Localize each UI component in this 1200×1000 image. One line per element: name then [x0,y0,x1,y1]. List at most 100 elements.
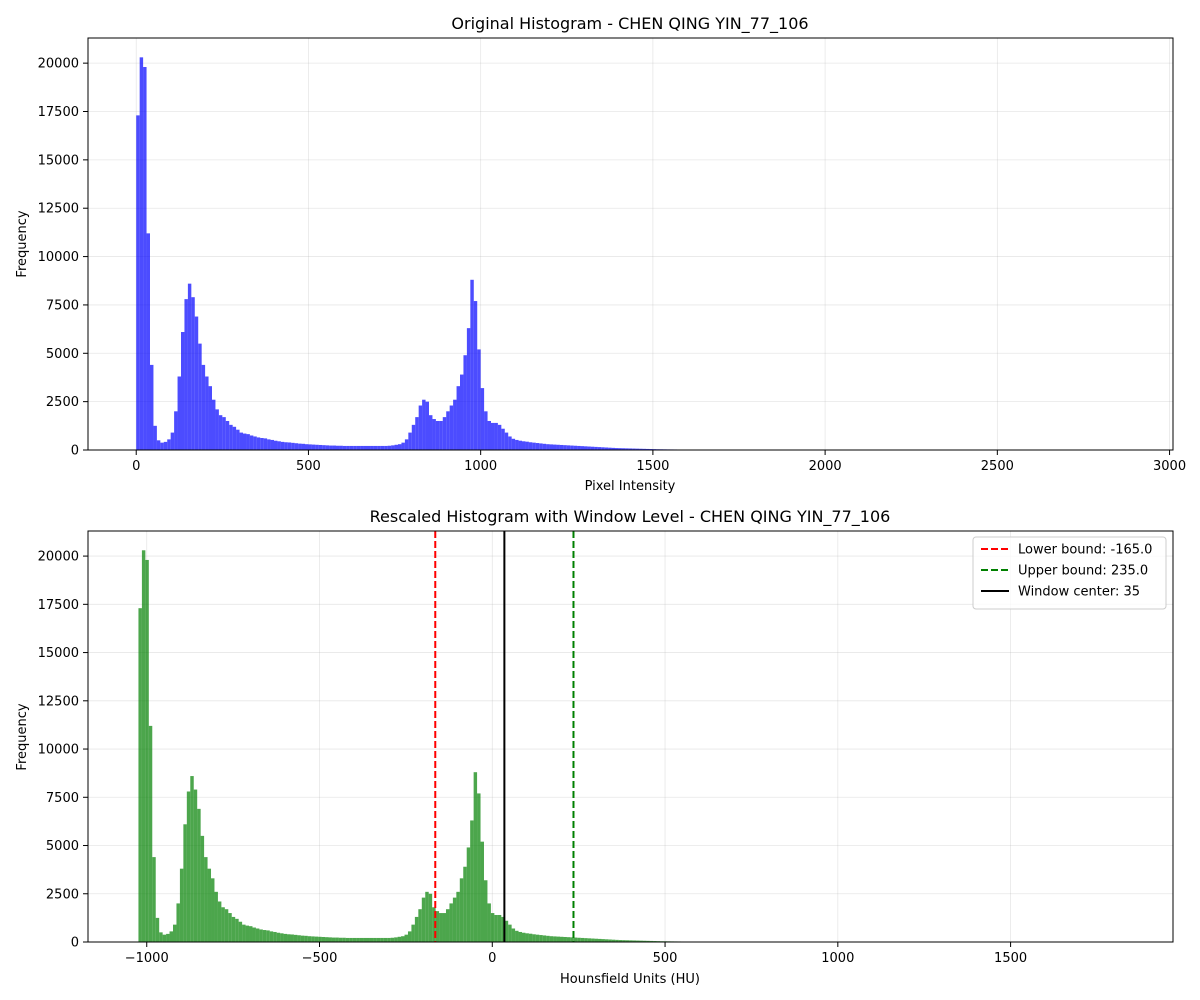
histogram-bar [604,939,609,942]
y-tick-label: 2500 [46,395,79,410]
histogram-bar [460,374,464,450]
histogram-bar [186,791,191,942]
histogram-bar [456,891,460,942]
histogram-bar [232,426,237,450]
histogram-bar [397,936,402,942]
y-tick-label: 17500 [38,598,79,613]
histogram-bar [242,924,246,942]
histogram-bar [470,279,474,450]
histogram-bar [205,376,209,450]
histogram-bar [332,445,336,450]
histogram-bar [177,376,181,450]
histogram-bar [439,913,443,942]
histogram-bar [335,937,339,942]
histogram-bar [322,445,326,450]
histogram-bar [480,388,485,450]
histogram-bar [404,934,408,942]
histogram-bar [442,913,446,942]
histogram-bar [190,776,194,942]
y-tick-label: 5000 [46,347,79,362]
x-tick-label: 3000 [1153,459,1186,474]
histogram-bar [432,419,436,450]
histogram-bar [176,903,180,942]
histogram-bar [590,446,595,450]
histogram-bar [608,939,612,942]
histogram-bar [404,439,409,450]
histogram-bar [391,445,395,450]
histogram-bar [148,725,153,942]
histogram-bar [290,934,294,942]
histogram-bar [384,445,388,450]
histogram-bar [204,857,208,942]
histogram-bar [421,897,426,942]
x-axis-label: Hounsfield Units (HU) [560,972,700,987]
histogram-bar [501,916,505,942]
y-axis-label: Frequency [15,210,30,277]
histogram-bar [270,439,274,450]
histogram-bar [356,937,360,942]
y-axis-label: Frequency [15,703,30,770]
histogram-bar [339,445,343,450]
histogram-bar [539,935,543,942]
histogram-bar [152,857,156,942]
histogram-bar [480,841,484,942]
histogram-bar [153,425,157,450]
histogram-bar [222,417,226,450]
histogram-bar [308,444,312,450]
histogram-bar [356,445,361,450]
histogram-bar [283,933,288,942]
histogram-bar [549,936,554,942]
histogram-bar [318,936,322,942]
histogram-bar [407,931,412,942]
histogram-bar [635,448,640,450]
histogram-bar [373,445,378,450]
histogram-bar [539,443,543,450]
chart-title: Original Histogram - CHEN QING YIN_77_10… [451,14,808,34]
histogram-bar [183,824,187,942]
legend-label: Upper bound: 235.0 [1018,564,1148,579]
histogram-bar [411,924,415,942]
histogram-bar [611,447,615,450]
histogram-bar [484,411,488,450]
histogram-bar [570,445,574,450]
histogram-bar [504,432,509,450]
histogram-bar [632,940,637,942]
histogram-bar [266,930,270,942]
histogram-bar [155,917,160,942]
histogram-bar [535,443,540,450]
histogram-bar [487,903,491,942]
histogram-bar [169,931,174,942]
histogram-bar [563,936,567,942]
histogram-bar [300,935,305,942]
histogram-bar [338,937,343,942]
legend-box [972,536,1167,610]
histogram-bar [373,937,377,942]
histogram-bar [425,401,429,450]
histogram-bar [329,445,333,450]
histogram-bar [387,445,392,450]
histogram-bar [394,937,398,942]
histogram-bar [553,444,557,450]
histogram-bar [318,444,323,450]
histogram-bar [494,422,498,450]
histogram-bar [173,924,177,942]
histogram-bar [370,445,374,450]
histogram-bar [331,937,336,942]
histogram-bar [639,448,643,450]
histogram-bar [246,434,250,450]
y-tick-label: 10000 [38,743,79,758]
histogram-bar [191,297,195,450]
histogram-bar [194,316,199,450]
histogram-bar [449,405,454,450]
histogram-bar [221,907,225,942]
histogram-bar [559,444,564,450]
histogram-bar [287,442,292,450]
histogram-bar [466,847,471,942]
histogram-bar [408,432,412,450]
grid [88,38,1173,451]
histogram-bar [394,444,398,450]
histogram-bar [349,445,354,450]
histogram-bar [249,926,253,942]
histogram-bar [584,446,588,450]
histogram-bar [525,441,529,450]
